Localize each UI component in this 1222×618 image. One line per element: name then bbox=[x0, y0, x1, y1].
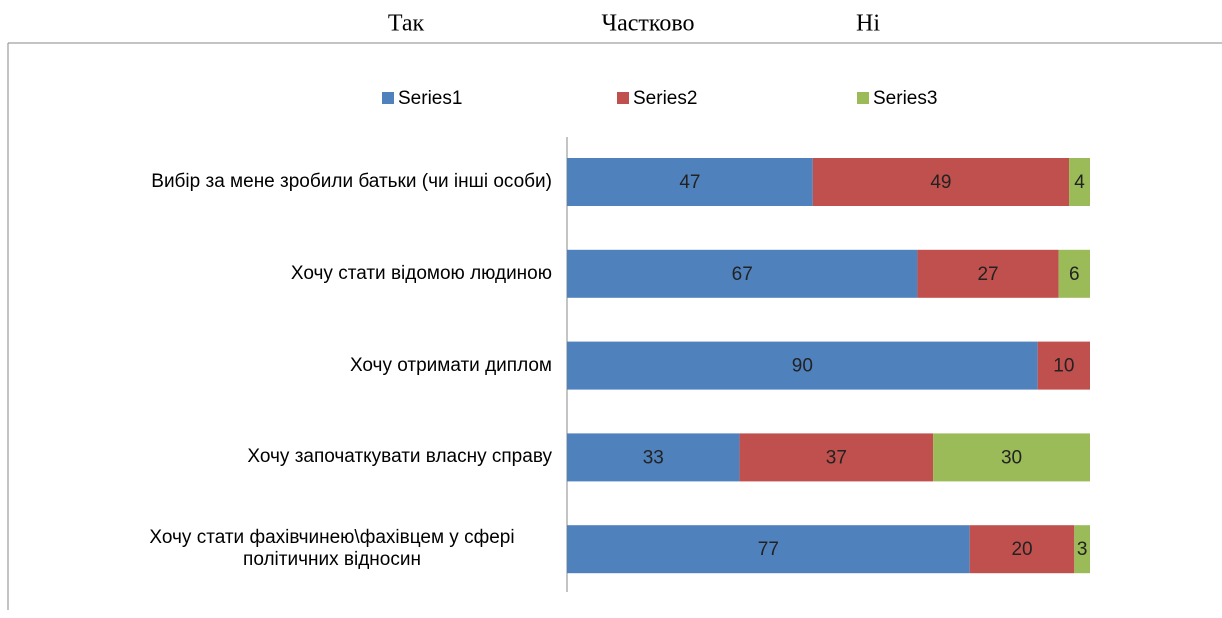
bar-segment bbox=[1037, 341, 1090, 390]
bar-segment bbox=[567, 249, 918, 298]
data-label: 4 bbox=[1074, 172, 1085, 193]
data-label: 3 bbox=[1077, 539, 1088, 560]
data-label: 20 bbox=[1011, 539, 1032, 560]
category-label: Хочу отримати диплом bbox=[349, 354, 552, 376]
header-label: Частково bbox=[602, 11, 695, 37]
bar-segment bbox=[739, 433, 934, 482]
legend-label: Series2 bbox=[633, 88, 697, 109]
bar-segment bbox=[1074, 525, 1090, 574]
data-label: 49 bbox=[930, 172, 951, 193]
category-label: Хочу стати відомою людиною bbox=[290, 262, 552, 284]
data-label: 27 bbox=[977, 264, 998, 285]
bar-segment bbox=[1058, 249, 1090, 298]
header-label: Ні bbox=[856, 11, 880, 37]
data-label: 10 bbox=[1053, 356, 1074, 377]
legend-label: Series1 bbox=[398, 88, 462, 109]
bar-segment bbox=[567, 341, 1038, 390]
bar-segment bbox=[567, 158, 813, 206]
bar-segment bbox=[969, 525, 1075, 574]
bar-segment bbox=[933, 433, 1090, 482]
data-label: 77 bbox=[758, 539, 779, 560]
data-label: 47 bbox=[679, 172, 700, 193]
data-label: 90 bbox=[792, 356, 813, 377]
bar-segment bbox=[812, 158, 1070, 206]
bar-segment bbox=[567, 433, 740, 482]
data-label: 33 bbox=[643, 447, 664, 468]
data-label: 67 bbox=[732, 264, 753, 285]
legend-swatch bbox=[617, 92, 629, 104]
bar-segment bbox=[1069, 158, 1090, 206]
data-label: 30 bbox=[1001, 447, 1022, 468]
category-label: Хочу започаткувати власну справу bbox=[247, 446, 552, 468]
legend-label: Series3 bbox=[873, 88, 937, 109]
category-label: Вибір за мене зробили батьки (чи інші ос… bbox=[151, 171, 552, 192]
header-label: Так bbox=[388, 11, 425, 37]
category-label: Хочу стати фахівчинею\фахівцем у сфері п… bbox=[149, 527, 515, 571]
data-label: 37 bbox=[826, 447, 847, 468]
data-label: 6 bbox=[1069, 264, 1080, 285]
bar-segment bbox=[917, 249, 1059, 298]
legend-swatch bbox=[857, 92, 869, 104]
bar-segment bbox=[567, 525, 970, 574]
legend-swatch bbox=[382, 92, 394, 104]
